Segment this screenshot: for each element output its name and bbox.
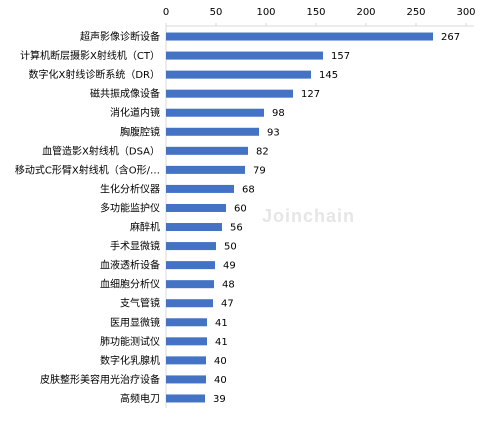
bar <box>166 318 207 327</box>
data-label: 267 <box>441 32 460 43</box>
x-tick-label: 50 <box>210 7 223 18</box>
category-label: 高频电刀 <box>120 392 160 405</box>
data-label: 157 <box>331 51 350 62</box>
bar <box>166 223 222 232</box>
category-label: 支气管镜 <box>120 297 160 310</box>
x-tick-label: 300 <box>456 7 475 18</box>
data-label: 40 <box>214 356 227 367</box>
category-label: 超声影像诊断设备 <box>80 30 160 43</box>
bar <box>166 337 207 346</box>
bar <box>166 184 234 193</box>
data-label: 47 <box>221 299 234 310</box>
bar <box>166 51 323 60</box>
x-tick-label: 0 <box>163 7 169 18</box>
bar <box>166 299 213 308</box>
bar <box>166 127 259 136</box>
category-label: 血液透析设备 <box>100 259 160 272</box>
data-label: 41 <box>215 318 228 329</box>
bar <box>166 70 311 79</box>
bar <box>166 280 214 289</box>
bar <box>166 89 293 98</box>
category-label: 磁共振成像设备 <box>90 87 160 100</box>
bar <box>166 242 216 251</box>
category-label: 手术显微镜 <box>110 240 160 253</box>
category-label: 多功能监护仪 <box>100 201 160 214</box>
data-label: 40 <box>214 375 227 386</box>
category-label: 数字化乳腺机 <box>100 354 160 367</box>
data-label: 56 <box>230 223 243 234</box>
category-label: 血管造影X射线机（DSA） <box>42 144 160 157</box>
category-label: 血细胞分析仪 <box>100 278 160 291</box>
bar <box>166 165 245 174</box>
bar <box>166 356 206 365</box>
x-tick-label: 100 <box>256 7 275 18</box>
data-label: 79 <box>253 165 266 176</box>
data-label: 50 <box>224 242 237 253</box>
bar <box>166 108 264 117</box>
data-label: 39 <box>213 394 226 405</box>
x-tick-label: 250 <box>406 7 425 18</box>
data-label: 41 <box>215 337 228 348</box>
data-label: 93 <box>267 127 280 138</box>
x-tick-label: 150 <box>306 7 325 18</box>
bar <box>166 146 248 155</box>
data-label: 60 <box>234 203 247 214</box>
category-label: 麻醉机 <box>130 221 160 234</box>
data-label: 145 <box>319 70 338 81</box>
category-label: 消化道内镜 <box>110 106 160 119</box>
category-label: 移动式C形臂X射线机（含O形/… <box>15 163 160 176</box>
data-label: 82 <box>256 146 269 157</box>
bar <box>166 261 215 270</box>
bar <box>166 203 226 212</box>
data-label: 127 <box>301 89 320 100</box>
data-label: 68 <box>242 184 255 195</box>
bar <box>166 375 206 384</box>
data-label: 48 <box>222 280 235 291</box>
bar <box>166 394 205 403</box>
category-label: 肺功能测试仪 <box>100 335 160 348</box>
category-label: 胸腹腔镜 <box>120 125 160 138</box>
watermark: Joinchain <box>262 206 356 226</box>
category-label: 计算机断层摄影X射线机（CT） <box>20 49 160 62</box>
x-tick-label: 200 <box>356 7 375 18</box>
category-label: 生化分析仪器 <box>100 182 160 195</box>
data-label: 49 <box>223 261 236 272</box>
category-label: 医用显微镜 <box>110 316 160 329</box>
bar <box>166 32 433 41</box>
data-label: 98 <box>272 108 285 119</box>
category-label: 皮肤整形美容用光治疗设备 <box>40 373 160 386</box>
category-label: 数字化X射线诊断系统（DR） <box>29 68 161 81</box>
